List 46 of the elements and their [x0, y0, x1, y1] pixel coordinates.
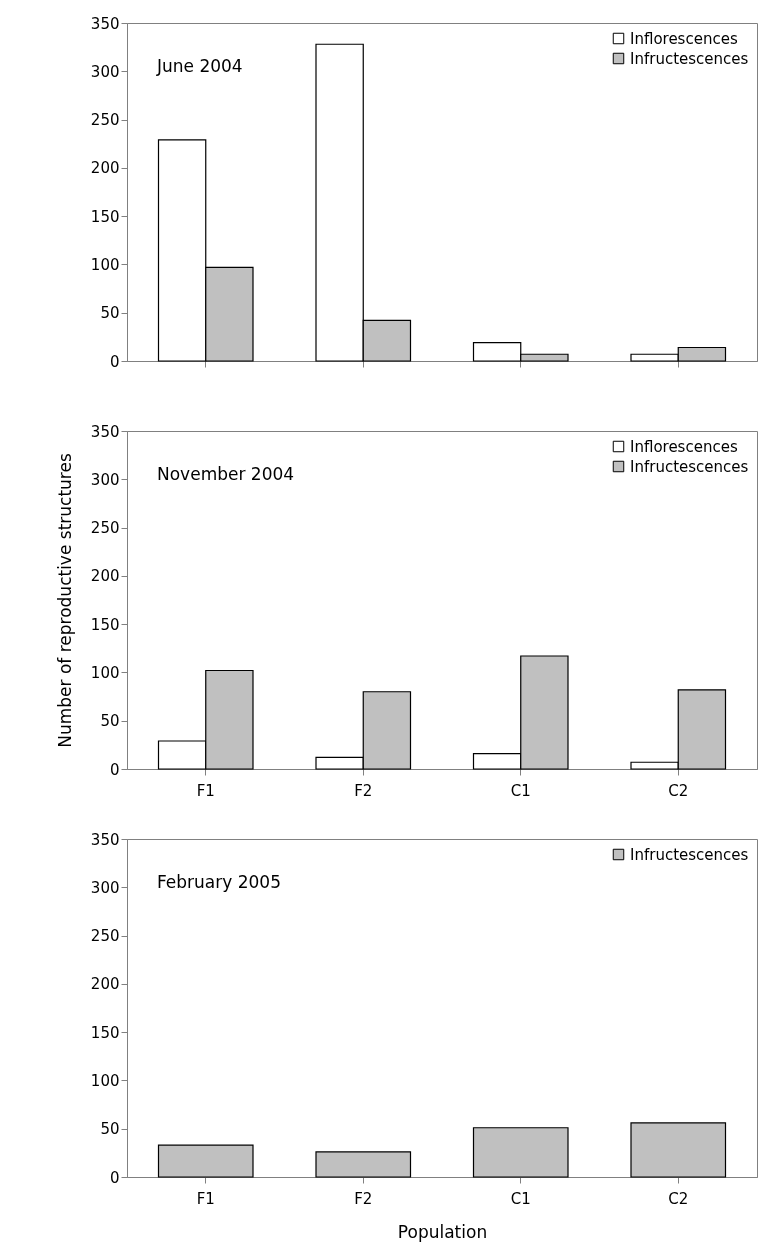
y-tick-label: 350 — [90, 422, 120, 441]
y-axis-title: Number of reproductive structures — [54, 453, 75, 748]
x-tick-label: F1 — [196, 1189, 215, 1208]
legend-label: Infructescences — [630, 845, 749, 864]
y-tick-label: 150 — [90, 615, 120, 634]
y-tick-label: 0 — [109, 352, 120, 371]
bar — [630, 1122, 727, 1178]
x-tick-label: F2 — [354, 1189, 373, 1208]
legend-label: Infructescences — [630, 49, 749, 68]
y-tick-label: 0 — [109, 760, 120, 779]
x-tick-label: F1 — [196, 781, 215, 800]
y-tick-label: 100 — [90, 1071, 120, 1090]
y-tick-label: 50 — [100, 304, 120, 323]
y-tick-label: 350 — [90, 830, 120, 849]
text: November 2004 — [157, 464, 295, 484]
y-tick-label: 250 — [90, 927, 120, 946]
x-tick-label: C2 — [668, 781, 689, 800]
bar — [315, 1151, 412, 1178]
y-tick-label: 200 — [90, 159, 120, 178]
y-tick-label: 50 — [100, 712, 120, 731]
x-axis-title: Population — [397, 1221, 488, 1242]
text: June 2004 — [156, 56, 243, 76]
legend-label: Infructescences — [630, 457, 749, 476]
x-tick-label: C2 — [668, 1189, 689, 1208]
y-tick-label: 100 — [90, 663, 120, 682]
y-tick-label: 150 — [90, 1023, 120, 1042]
y-tick-label: 250 — [90, 519, 120, 538]
y-tick-label: 150 — [90, 207, 120, 226]
y-tick-label: 200 — [90, 567, 120, 586]
y-tick-label: 50 — [100, 1120, 120, 1139]
x-tick-label: C1 — [510, 1189, 531, 1208]
y-tick-label: 350 — [90, 14, 120, 33]
y-tick-label: 300 — [90, 470, 120, 489]
y-tick-label: 300 — [90, 878, 120, 897]
y-tick-label: 300 — [90, 62, 120, 81]
y-tick-label: 200 — [90, 975, 120, 994]
bar — [472, 1127, 569, 1178]
legend-label: Inflorescences — [630, 29, 738, 48]
y-tick-label: 0 — [109, 1168, 120, 1187]
text: February 2005 — [157, 872, 281, 892]
legend-label: Inflorescences — [630, 437, 738, 456]
bar — [157, 1144, 254, 1178]
y-tick-label: 100 — [90, 255, 120, 274]
y-tick-label: 250 — [90, 111, 120, 130]
x-tick-label: F2 — [354, 781, 373, 800]
x-tick-label: C1 — [510, 781, 531, 800]
